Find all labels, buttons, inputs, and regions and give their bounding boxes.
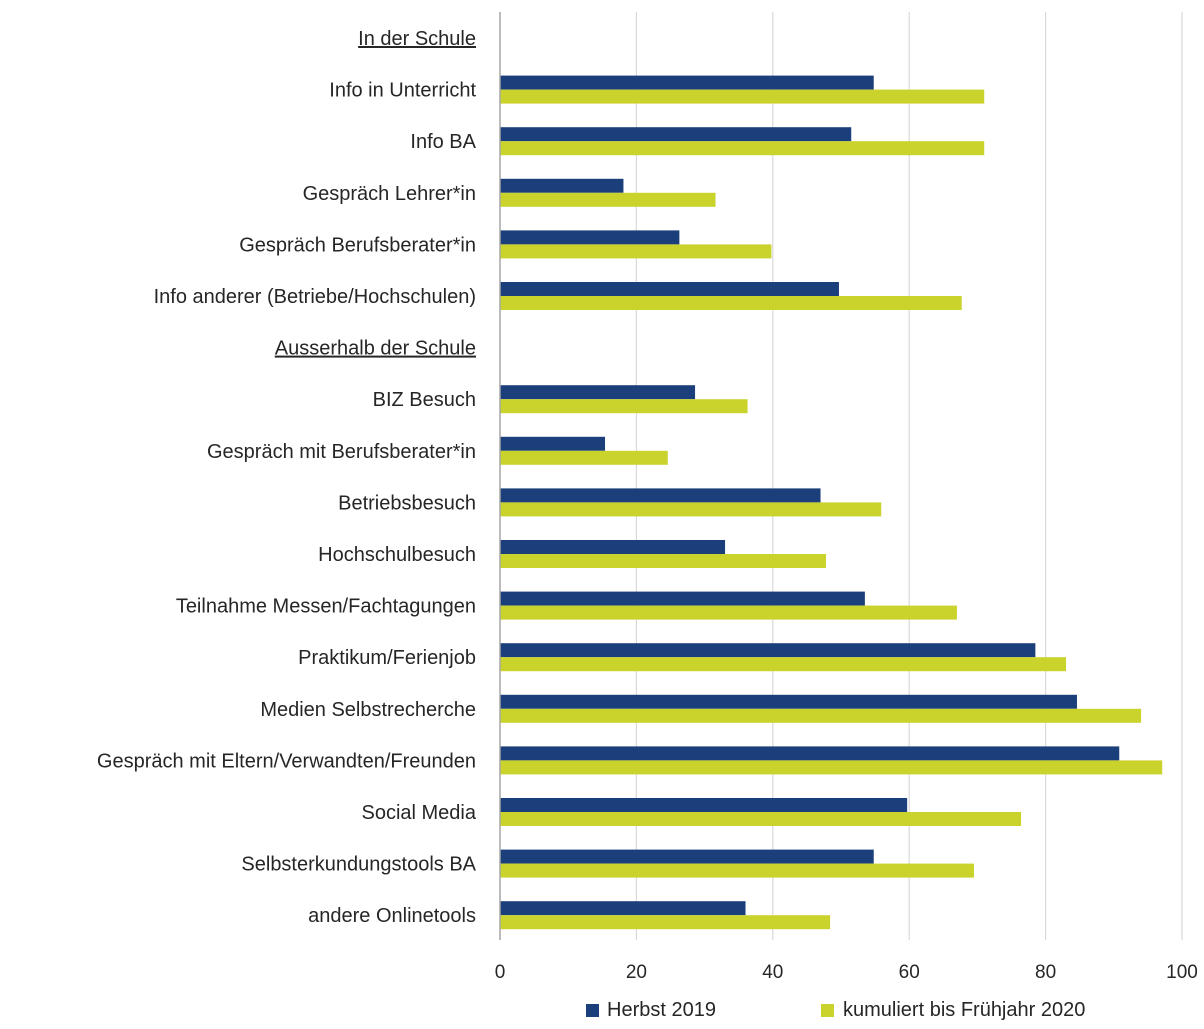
bar-kumuliert-2020 [500,450,668,465]
category-label: Medien Selbstrecherche [260,699,476,721]
bar-kumuliert-2020 [500,915,831,930]
category-label: Teilnahme Messen/Fachtagungen [176,596,476,618]
bar-kumuliert-2020 [500,399,748,414]
bar-kumuliert-2020 [500,141,985,156]
category-label: Info BA [410,131,476,153]
legend-swatch-herbst-2019 [586,1004,599,1017]
category-label: Praktikum/Ferienjob [298,647,476,669]
bar-kumuliert-2020 [500,657,1067,672]
bar-kumuliert-2020 [500,708,1142,723]
bar-kumuliert-2020 [500,863,974,878]
bar-herbst-2019 [500,746,1120,761]
bars [500,75,1163,930]
bar-kumuliert-2020 [500,605,957,620]
bar-kumuliert-2020 [500,192,716,207]
x-tick-labels: 0 20 40 60 80 100 [495,962,1198,983]
bar-herbst-2019 [500,385,696,400]
category-label: Hochschulbesuch [318,544,476,566]
legend-swatch-kumuliert-2020 [821,1004,834,1017]
category-label: Info in Unterricht [329,80,476,102]
category-label: Gespräch Berufsberater*in [239,234,476,256]
bar-herbst-2019 [500,798,908,812]
bar-herbst-2019 [500,436,606,451]
gridlines [635,12,1183,940]
bar-herbst-2019 [500,540,726,554]
category-label: Betriebsbesuch [338,492,476,514]
category-label: Social Media [361,802,476,824]
bar-herbst-2019 [500,694,1077,709]
legend-label-kumuliert-2020: kumuliert bis Frühjahr 2020 [843,999,1085,1021]
category-label: BIZ Besuch [373,389,476,411]
bar-herbst-2019 [500,75,874,90]
x-tick-label-80: 80 [1035,962,1056,983]
bar-herbst-2019 [500,591,865,606]
bar-herbst-2019 [500,643,1036,658]
x-tick-label-0: 0 [495,962,506,983]
bar-kumuliert-2020 [500,812,1022,826]
bar-kumuliert-2020 [500,296,962,310]
category-label: andere Onlinetools [308,905,476,927]
bar-herbst-2019 [500,488,821,503]
legend-label-herbst-2019: Herbst 2019 [607,999,716,1021]
section-heading: Ausserhalb der Schule [275,338,476,360]
bar-herbst-2019 [500,127,852,142]
category-label: Gespräch mit Eltern/Verwandten/Freunden [97,750,476,772]
bar-herbst-2019 [500,230,680,245]
section-heading: In der Schule [358,28,476,50]
category-label: Info anderer (Betriebe/Hochschulen) [154,286,476,308]
bar-kumuliert-2020 [500,244,772,259]
category-labels: In der Schule Info in Unterricht Info BA Ge… [97,28,477,927]
x-tick-label-20: 20 [626,962,647,983]
bar-kumuliert-2020 [500,502,882,517]
bar-kumuliert-2020 [500,760,1163,775]
bar-herbst-2019 [500,178,624,193]
bar-herbst-2019 [500,849,874,864]
category-label: Gespräch mit Berufsberater*in [207,441,476,463]
bar-herbst-2019 [500,282,839,296]
x-tick-label-100: 100 [1166,962,1198,983]
bar-kumuliert-2020 [500,554,826,568]
bar-kumuliert-2020 [500,89,985,104]
category-label: Selbsterkundungstools BA [241,854,476,876]
category-label: Gespräch Lehrer*in [303,183,476,205]
x-tick-label-60: 60 [899,962,920,983]
bar-herbst-2019 [500,901,746,916]
x-tick-label-40: 40 [762,962,783,983]
legend: Herbst 2019 kumuliert bis Frühjahr 2020 [586,999,1085,1021]
